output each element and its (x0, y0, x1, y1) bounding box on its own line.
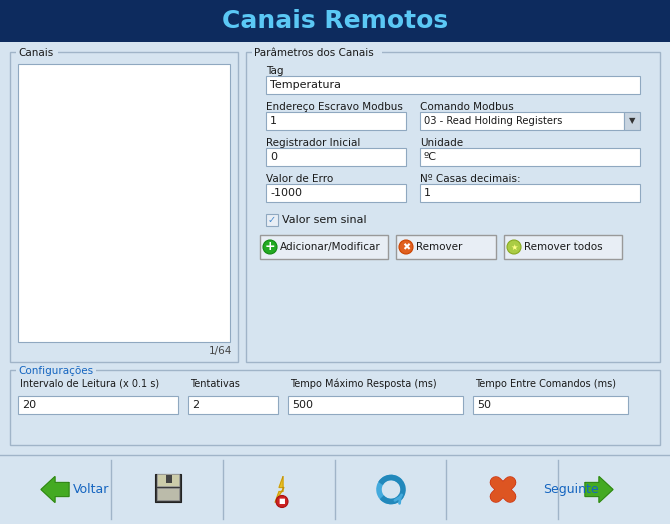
Text: Temperatura: Temperatura (270, 80, 341, 90)
Bar (18, 64, 230, 342)
Text: Tag: Tag (266, 66, 283, 76)
Text: Configurações: Configurações (18, 366, 93, 376)
Text: ■: ■ (279, 498, 285, 505)
Bar (16, 365, 96, 375)
Bar (18, 396, 178, 414)
Bar (420, 112, 624, 130)
Bar (246, 52, 660, 362)
Text: Adicionar/Modificar: Adicionar/Modificar (280, 242, 381, 252)
Text: Comando Modbus: Comando Modbus (420, 102, 514, 112)
Bar (157, 487, 179, 499)
Text: -1000: -1000 (270, 188, 302, 198)
Text: Remover todos: Remover todos (524, 242, 602, 252)
Bar (260, 235, 388, 259)
Bar (252, 47, 382, 57)
Text: ✖: ✖ (402, 242, 410, 252)
Text: 50: 50 (477, 400, 491, 410)
Bar (420, 184, 640, 202)
Text: 1/64: 1/64 (208, 346, 232, 356)
Text: Canais: Canais (18, 48, 53, 58)
Bar (0, 0, 670, 42)
Text: ºC: ºC (424, 152, 437, 162)
Text: Registrador Inicial: Registrador Inicial (266, 138, 360, 148)
Circle shape (276, 496, 288, 508)
Bar (266, 112, 406, 130)
Text: ✓: ✓ (268, 215, 276, 225)
Bar (266, 184, 406, 202)
Text: Tempo Entre Comandos (ms): Tempo Entre Comandos (ms) (475, 379, 616, 389)
Polygon shape (41, 476, 69, 503)
Bar (473, 396, 628, 414)
Bar (396, 235, 496, 259)
Bar (266, 148, 406, 166)
Bar (157, 474, 179, 486)
Polygon shape (585, 476, 613, 503)
Bar (624, 112, 640, 130)
Text: ▼: ▼ (628, 116, 635, 126)
Text: Voltar: Voltar (73, 483, 109, 496)
Text: +: + (265, 241, 275, 254)
Text: Tempo Máximo Resposta (ms): Tempo Máximo Resposta (ms) (290, 379, 437, 389)
Bar (266, 76, 640, 94)
Circle shape (263, 240, 277, 254)
Bar (288, 396, 463, 414)
Text: 0: 0 (270, 152, 277, 162)
Text: 1: 1 (270, 116, 277, 126)
Text: Nº Casas decimais:: Nº Casas decimais: (420, 174, 521, 184)
Text: ★: ★ (511, 243, 518, 252)
Bar (16, 47, 58, 57)
Text: Intervalo de Leitura (x 0.1 s): Intervalo de Leitura (x 0.1 s) (20, 379, 159, 389)
Circle shape (507, 240, 521, 254)
Text: Unidade: Unidade (420, 138, 463, 148)
Bar (10, 370, 660, 445)
Bar (10, 52, 238, 362)
Text: 2: 2 (192, 400, 199, 410)
Text: 500: 500 (292, 400, 313, 410)
Bar (0, 455, 670, 524)
Polygon shape (275, 476, 284, 503)
Text: Canais Remotos: Canais Remotos (222, 9, 448, 33)
Bar (420, 148, 640, 166)
Text: Endereço Escravo Modbus: Endereço Escravo Modbus (266, 102, 403, 112)
Text: 03 - Read Holding Registers: 03 - Read Holding Registers (424, 116, 562, 126)
Text: Tentativas: Tentativas (190, 379, 240, 389)
Text: Valor sem sinal: Valor sem sinal (282, 215, 366, 225)
Text: Valor de Erro: Valor de Erro (266, 174, 333, 184)
Text: Seguinte: Seguinte (543, 483, 598, 496)
Bar (155, 474, 181, 501)
Text: Parâmetros dos Canais: Parâmetros dos Canais (254, 48, 374, 58)
Text: 1: 1 (424, 188, 431, 198)
Bar (266, 214, 278, 226)
Circle shape (399, 240, 413, 254)
Bar (504, 235, 622, 259)
Bar (166, 475, 172, 483)
Text: 20: 20 (22, 400, 36, 410)
Text: Remover: Remover (416, 242, 462, 252)
Bar (188, 396, 278, 414)
